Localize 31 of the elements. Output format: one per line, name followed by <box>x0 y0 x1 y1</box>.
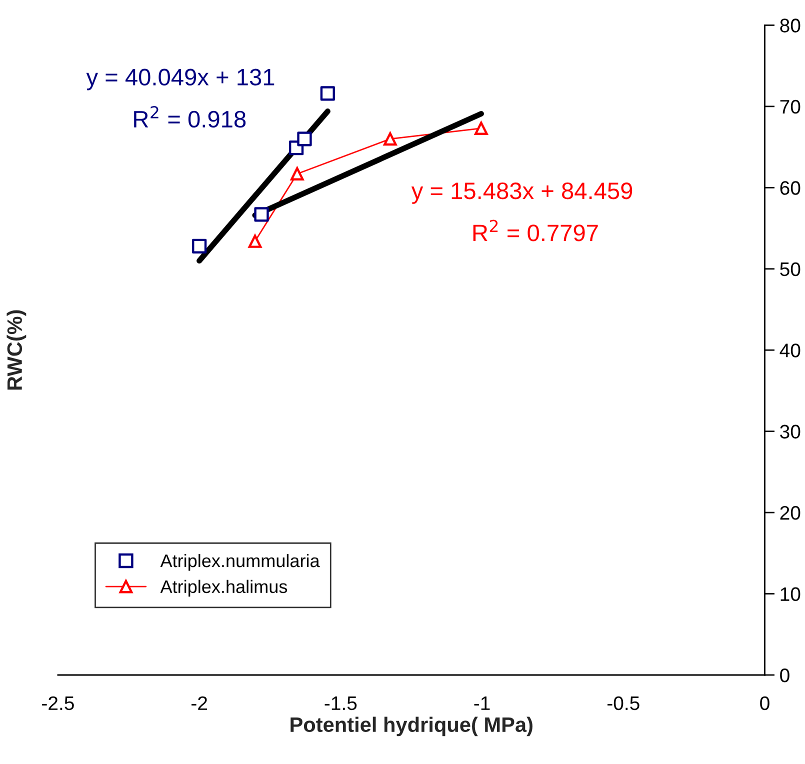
x-tick-label: -2.5 <box>42 696 74 710</box>
x-tick-label: -1.5 <box>324 696 357 710</box>
x-axis-title: Potentiel hydrique( MPa) <box>290 716 532 736</box>
y-tick-label: 0 <box>780 668 790 682</box>
annotation: R$^{2}$ = 0.918 <box>134 106 246 128</box>
point <box>192 238 207 254</box>
legend-label: Atriplex.nummularia <box>160 554 320 571</box>
y-tick-label: 20 <box>780 506 800 520</box>
x-tick-label: -1 <box>474 696 490 710</box>
x-tick-label: -0.5 <box>608 696 640 710</box>
annotation: R$^{2}$ = 0.7797 <box>473 220 598 242</box>
y-tick-label: 30 <box>780 424 800 439</box>
x-tick-label: 0 <box>760 696 770 710</box>
point <box>290 167 304 181</box>
y-tick-label: 70 <box>780 100 800 114</box>
point <box>297 132 312 146</box>
y-tick-label: 40 <box>780 344 800 358</box>
point <box>254 207 269 222</box>
y-tick-label: 50 <box>780 262 800 276</box>
y-tick-label: 80 <box>780 18 800 32</box>
point <box>383 132 397 146</box>
y-tick-label: 10 <box>780 587 800 602</box>
annotation: y = 40.049x + 131 <box>86 68 274 90</box>
point <box>474 122 488 136</box>
point <box>248 234 262 248</box>
point <box>320 86 335 101</box>
annotation: y = 15.483x + 84.459 <box>411 182 632 204</box>
legend-label: Atriplex.halimus <box>160 580 288 597</box>
y-axis-title: RWC(%) <box>6 310 26 390</box>
y-tick-label: 60 <box>780 181 800 195</box>
x-tick-label: -2 <box>192 696 207 710</box>
